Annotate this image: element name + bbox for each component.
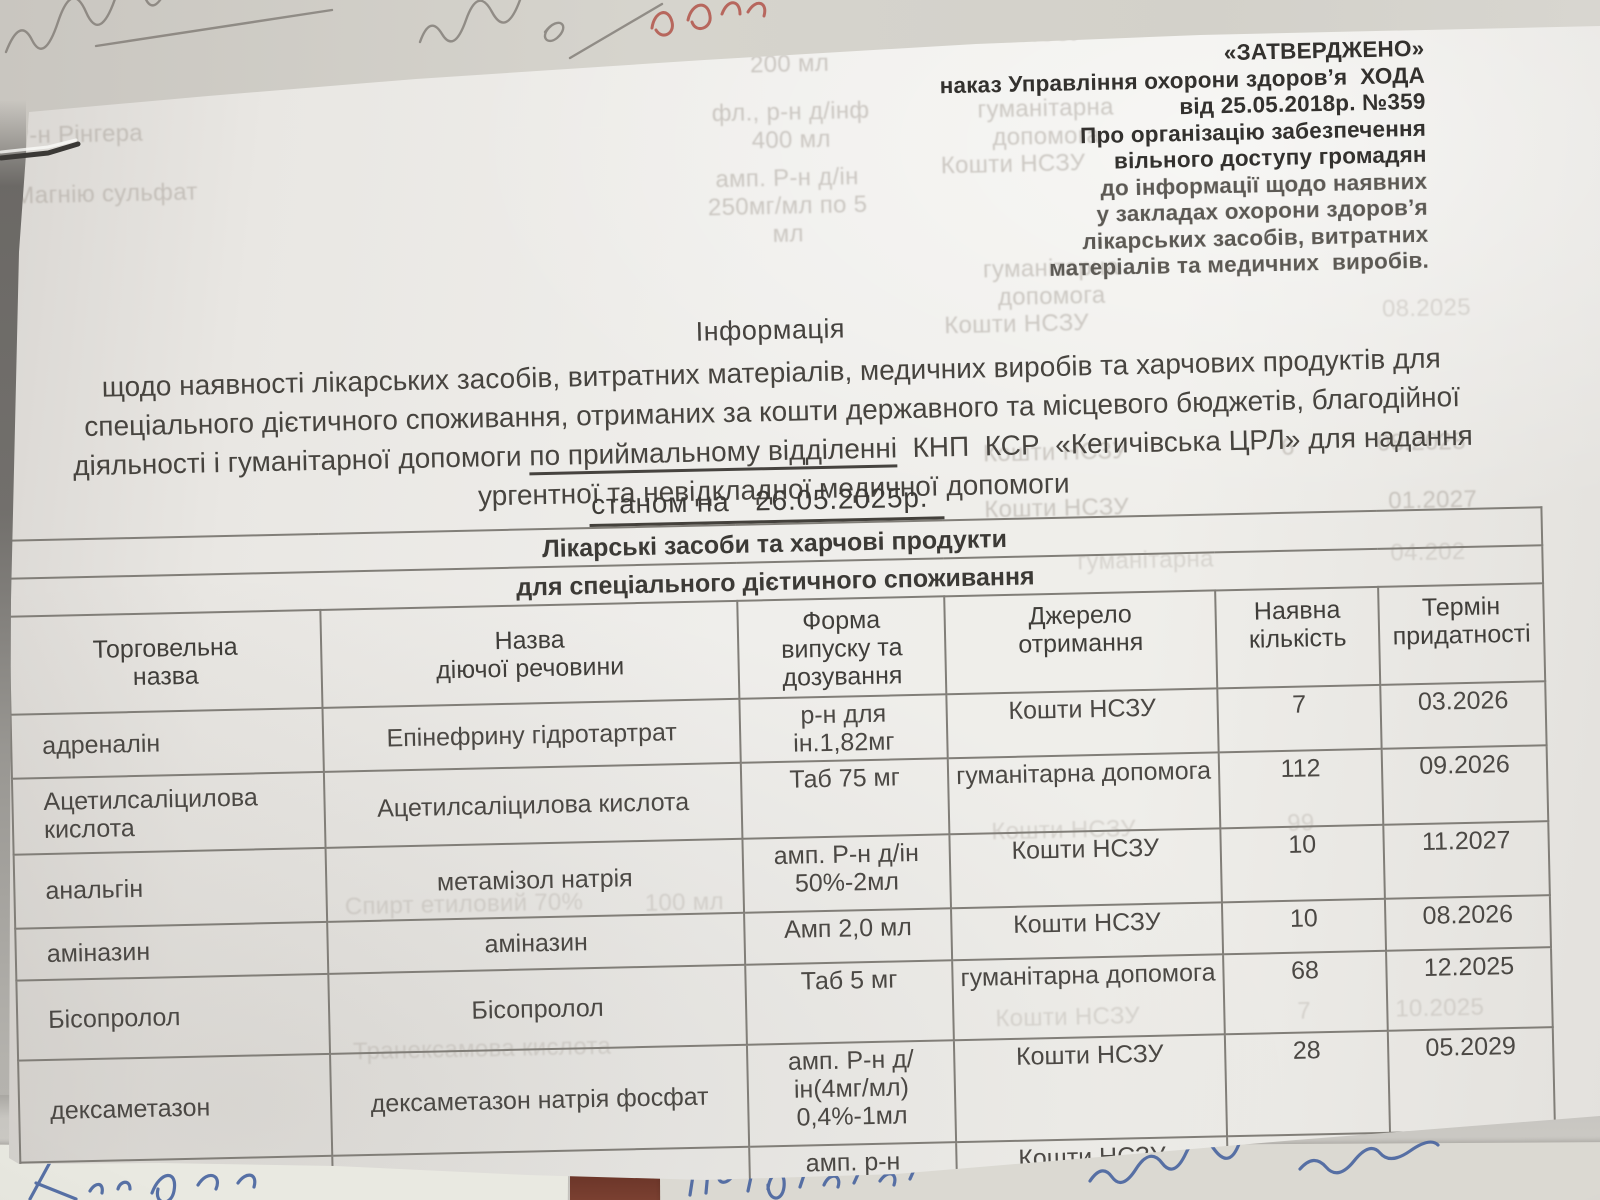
column-header-form-dosage: Форма випуску та дозування — [737, 596, 947, 699]
document-content: 5,5% р-н натрію хлорид натрію хлорид фл.… — [9, 35, 1557, 1180]
handwriting-red-icon — [650, 1, 767, 37]
cell-trade-name: Бісопролол — [16, 973, 331, 1061]
cell-active-substance: аміназин — [327, 912, 746, 974]
column-header-source: Джерело отримання — [944, 590, 1218, 695]
cell-form-dosage: амп. Р-н д/ін 50%-2мл — [742, 834, 952, 913]
bleedthrough-text: Магнію сульфат — [13, 178, 198, 210]
cell-expiry: 05.2029 — [1387, 1027, 1556, 1133]
info-line-3-underlined: по приймальному відділенні — [529, 432, 898, 476]
cell-active-substance: Ацетилсаліцилова кислота — [323, 762, 743, 848]
cell-source: гуманітарна допомога — [952, 954, 1225, 1041]
cell-source: Кошти НСЗУ — [953, 1034, 1228, 1143]
cell-form-dosage: Амп 2,0 мл — [744, 908, 953, 965]
cell-source: гуманітарна допомога — [947, 752, 1221, 835]
cell-expiry: 08.2026 — [1384, 895, 1552, 951]
cell-quantity: 10 — [1221, 898, 1387, 955]
cell-source: Кошти НСЗУ — [946, 688, 1219, 759]
bleedthrough-text: амп. Р-н д/ін 250мг/мл по 5 мл — [707, 163, 868, 248]
handwriting-top-icon — [4, 0, 767, 60]
cell-trade-name: адреналін — [10, 707, 324, 779]
medicines-table: Лікарські засоби та харчові продукти для… — [9, 506, 1558, 1180]
cell-trade-name: Ацетилсаліцилова кислота — [11, 771, 326, 855]
cell-quantity: 112 — [1218, 748, 1384, 829]
cell-expiry: 09.2026 — [1381, 745, 1549, 825]
cell-form-dosage: Таб 75 мг — [740, 758, 950, 839]
cell-active-substance: Бісопролол — [328, 964, 747, 1054]
cell-trade-name: анальгін — [13, 847, 328, 929]
cell-form-dosage: Таб 5 мг — [745, 960, 954, 1045]
cell-expiry: 12.2025 — [1386, 947, 1553, 1031]
cell-active-substance: Епінефрину гідротартрат — [322, 698, 741, 772]
info-line-3-post: КНП КСР «Кегичівська ЦРЛ» для надання — [896, 419, 1474, 464]
column-header-trade-name: Торговельна назва — [9, 609, 323, 715]
column-header-active-substance: Назва діючої речовини — [320, 600, 740, 708]
column-header-quantity: Наявна кількість — [1215, 586, 1381, 689]
info-line-3-pre: діяльності і гуманітарної допомоги — [72, 440, 530, 482]
cell-source: Кошти НСЗУ — [951, 902, 1224, 961]
cell-source: Кошти НСЗУ — [949, 828, 1222, 909]
column-header-expiry: Термін придатності — [1378, 583, 1546, 685]
cell-quantity: 28 — [1224, 1030, 1391, 1137]
cell-quantity: 68 — [1223, 950, 1388, 1035]
cell-expiry: 11.2027 — [1383, 821, 1550, 899]
cell-expiry: 03.2026 — [1380, 681, 1547, 749]
staple-icon — [0, 138, 81, 161]
approval-block: «ЗАТВЕРДЖЕНО» наказ Управління охорони з… — [939, 36, 1429, 285]
cell-quantity: 10 — [1220, 824, 1385, 903]
cell-active-substance: метамізол натрія — [325, 838, 745, 922]
cell-quantity: 7 — [1217, 684, 1382, 753]
cell-trade-name: дексаметазон — [18, 1053, 333, 1163]
bleedthrough-text: фл., р-н д/інф 400 мл — [711, 96, 870, 155]
cell-form-dosage: амп. Р-н д/ін(4мг/мл) 0,4%-1мл — [746, 1040, 957, 1147]
cell-active-substance: дексаметазон натрія фосфат — [330, 1044, 750, 1156]
cell-trade-name: аміназин — [15, 921, 329, 981]
cell-form-dosage: р-н для ін.1,82мг — [739, 694, 948, 763]
